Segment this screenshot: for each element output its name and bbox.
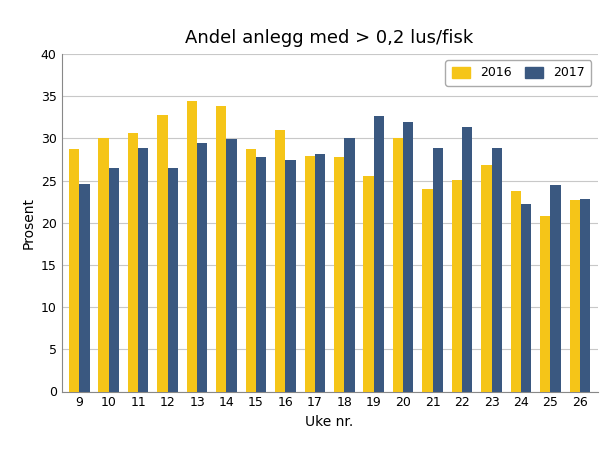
Bar	[69, 149, 79, 392]
Bar	[363, 176, 374, 392]
Bar	[304, 156, 315, 392]
Bar	[481, 166, 492, 392]
Bar	[344, 139, 355, 392]
Y-axis label: Prosent: Prosent	[22, 197, 35, 249]
Bar	[128, 133, 138, 392]
Bar	[492, 148, 502, 392]
Bar	[423, 189, 432, 392]
Bar	[157, 115, 168, 392]
Bar	[403, 122, 413, 392]
Bar	[315, 153, 325, 392]
Title: Andel anlegg med > 0,2 lus/fisk: Andel anlegg med > 0,2 lus/fisk	[185, 29, 474, 47]
Bar	[374, 117, 384, 392]
Bar	[216, 106, 227, 392]
Bar	[256, 157, 266, 392]
Bar	[511, 191, 521, 392]
Bar	[452, 180, 462, 392]
Bar	[168, 168, 178, 392]
Bar	[285, 160, 296, 392]
Legend: 2016, 2017: 2016, 2017	[445, 60, 591, 86]
Bar	[334, 157, 344, 392]
Bar	[187, 101, 197, 392]
Bar	[108, 168, 119, 392]
Bar	[540, 216, 551, 392]
Bar	[197, 144, 208, 392]
Bar	[79, 184, 89, 392]
Bar	[227, 139, 237, 392]
Bar	[521, 204, 531, 392]
Bar	[138, 148, 148, 392]
Bar	[99, 138, 108, 392]
Bar	[246, 149, 256, 392]
X-axis label: Uke nr.: Uke nr.	[306, 415, 354, 429]
Bar	[275, 130, 285, 392]
Bar	[570, 200, 580, 392]
Bar	[432, 148, 443, 392]
Bar	[551, 185, 561, 392]
Bar	[580, 199, 590, 392]
Bar	[462, 127, 472, 392]
Bar	[393, 139, 403, 392]
